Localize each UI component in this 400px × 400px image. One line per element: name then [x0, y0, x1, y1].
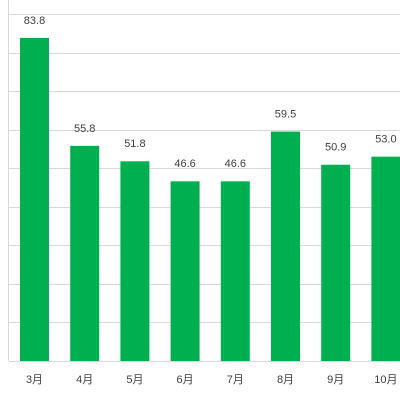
data-label: 53.0 — [375, 134, 396, 146]
x-tick-label: 3月 — [26, 374, 43, 386]
x-tick-label: 6月 — [177, 374, 194, 386]
data-label: 46.6 — [225, 158, 246, 170]
data-label: 55.8 — [74, 123, 95, 135]
x-tick-label: 5月 — [126, 374, 143, 386]
x-tick-label: 9月 — [327, 374, 344, 386]
x-tick-label: 4月 — [76, 374, 93, 386]
bar — [371, 156, 400, 361]
data-label: 46.6 — [174, 158, 195, 170]
x-tick-label: 7月 — [227, 374, 244, 386]
x-tick-label: 10月 — [374, 374, 397, 386]
bar — [220, 181, 250, 361]
bar — [170, 181, 200, 361]
data-label: 83.8 — [24, 15, 45, 27]
data-label: 59.5 — [275, 109, 296, 121]
data-label: 51.8 — [124, 138, 145, 150]
bar — [20, 37, 49, 361]
bar — [271, 131, 300, 361]
bar — [321, 164, 351, 361]
data-label: 50.9 — [325, 142, 346, 154]
x-tick-label: 8月 — [277, 374, 294, 386]
bar — [120, 161, 150, 361]
bar — [70, 145, 100, 361]
